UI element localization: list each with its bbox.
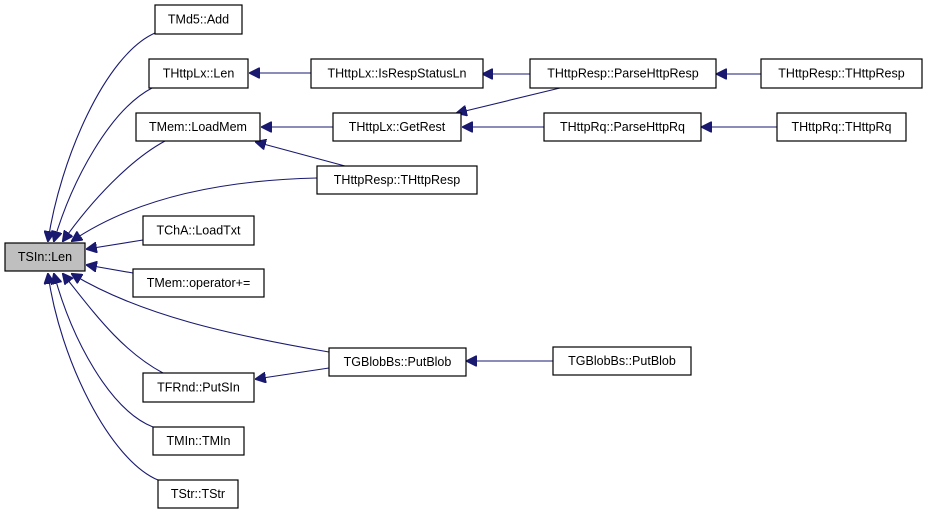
node-label: TMem::operator+= bbox=[147, 276, 251, 290]
node-label: TSIn::Len bbox=[18, 250, 72, 264]
node-thttpresp-thttpresp-mid[interactable]: THttpResp::THttpResp bbox=[316, 165, 478, 195]
node-thttprq-thttprq[interactable]: THttpRq::THttpRq bbox=[776, 112, 907, 142]
node-tfrnd-putsin[interactable]: TFRnd::PutSIn bbox=[142, 372, 255, 403]
node-label: TStr::TStr bbox=[171, 487, 225, 501]
edge-tmem-loadmem-to-tsin-len bbox=[63, 140, 166, 241]
node-label: TMIn::TMIn bbox=[167, 434, 231, 448]
node-label: TGBlobBs::PutBlob bbox=[568, 354, 676, 368]
edge-tmem-operator-to-tsin-len bbox=[87, 265, 134, 274]
node-thttplx-len[interactable]: THttpLx::Len bbox=[148, 58, 249, 89]
edge-thttplx-len-to-tsin-len bbox=[54, 87, 153, 241]
node-label: TFRnd::PutSIn bbox=[157, 381, 240, 395]
node-tmem-loadmem[interactable]: TMem::LoadMem bbox=[135, 112, 261, 142]
node-tmin-tmin[interactable]: TMIn::TMIn bbox=[152, 426, 245, 456]
edge-tcha-loadtxt-to-tsin-len bbox=[87, 239, 144, 249]
edge-tstr-tstr-to-tsin-len bbox=[48, 274, 159, 481]
edge-thttpresp-to-tmem-loadmem bbox=[256, 142, 346, 167]
node-label: TChA::LoadTxt bbox=[156, 224, 241, 238]
node-tcha-loadtxt[interactable]: TChA::LoadTxt bbox=[142, 215, 255, 246]
node-label: THttpLx::GetRest bbox=[349, 120, 446, 134]
node-label: THttpResp::THttpResp bbox=[778, 67, 904, 81]
edge-tmin-tmin-to-tsin-len bbox=[54, 274, 154, 428]
node-tstr-tstr[interactable]: TStr::TStr bbox=[157, 479, 239, 509]
edge-thttpresp-to-tsin-len bbox=[72, 177, 318, 241]
node-label: THttpRq::ParseHttpRq bbox=[560, 120, 685, 134]
node-label: THttpResp::ParseHttpResp bbox=[547, 67, 698, 81]
node-tmem-operator[interactable]: TMem::operator+= bbox=[132, 268, 265, 298]
node-tgblobbs-putblob-right[interactable]: TGBlobBs::PutBlob bbox=[552, 346, 692, 376]
node-thttplx-isrespstatusln[interactable]: THttpLx::IsRespStatusLn bbox=[310, 58, 484, 89]
node-thttplx-getrest[interactable]: THttpLx::GetRest bbox=[332, 112, 462, 142]
node-label: TMem::LoadMem bbox=[149, 120, 247, 134]
node-label: THttpLx::IsRespStatusLn bbox=[328, 67, 467, 81]
edge-tmd5-add-to-tsin-len bbox=[48, 32, 156, 241]
edge-tfrnd-putsin-to-tsin-len bbox=[63, 274, 164, 374]
node-label: THttpRq::THttpRq bbox=[791, 120, 891, 134]
node-tsin-len[interactable]: TSIn::Len bbox=[4, 242, 86, 272]
edges bbox=[48, 32, 777, 481]
node-tgblobbs-putblob-mid[interactable]: TGBlobBs::PutBlob bbox=[328, 347, 467, 377]
node-thttpresp-thttpresp-right[interactable]: THttpResp::THttpResp bbox=[760, 58, 923, 89]
node-thttpresp-parsehttpresp[interactable]: THttpResp::ParseHttpResp bbox=[529, 58, 717, 89]
node-tmd5-add[interactable]: TMd5::Add bbox=[154, 4, 243, 35]
node-label: TMd5::Add bbox=[168, 13, 229, 27]
node-label: TGBlobBs::PutBlob bbox=[344, 355, 452, 369]
edge-parsehttpresp-to-getrest bbox=[457, 87, 561, 113]
node-label: THttpResp::THttpResp bbox=[334, 173, 460, 187]
edge-tgblobbs-putblob-to-tsin-len bbox=[72, 274, 330, 353]
nodes: TSIn::Len TMd5::Add THttpLx::Len TMem::L… bbox=[4, 4, 923, 509]
node-label: THttpLx::Len bbox=[163, 67, 235, 81]
edge-tgblobbs-to-tfrnd-putsin bbox=[256, 367, 330, 379]
node-thttprq-parsehttprq[interactable]: THttpRq::ParseHttpRq bbox=[543, 112, 702, 142]
